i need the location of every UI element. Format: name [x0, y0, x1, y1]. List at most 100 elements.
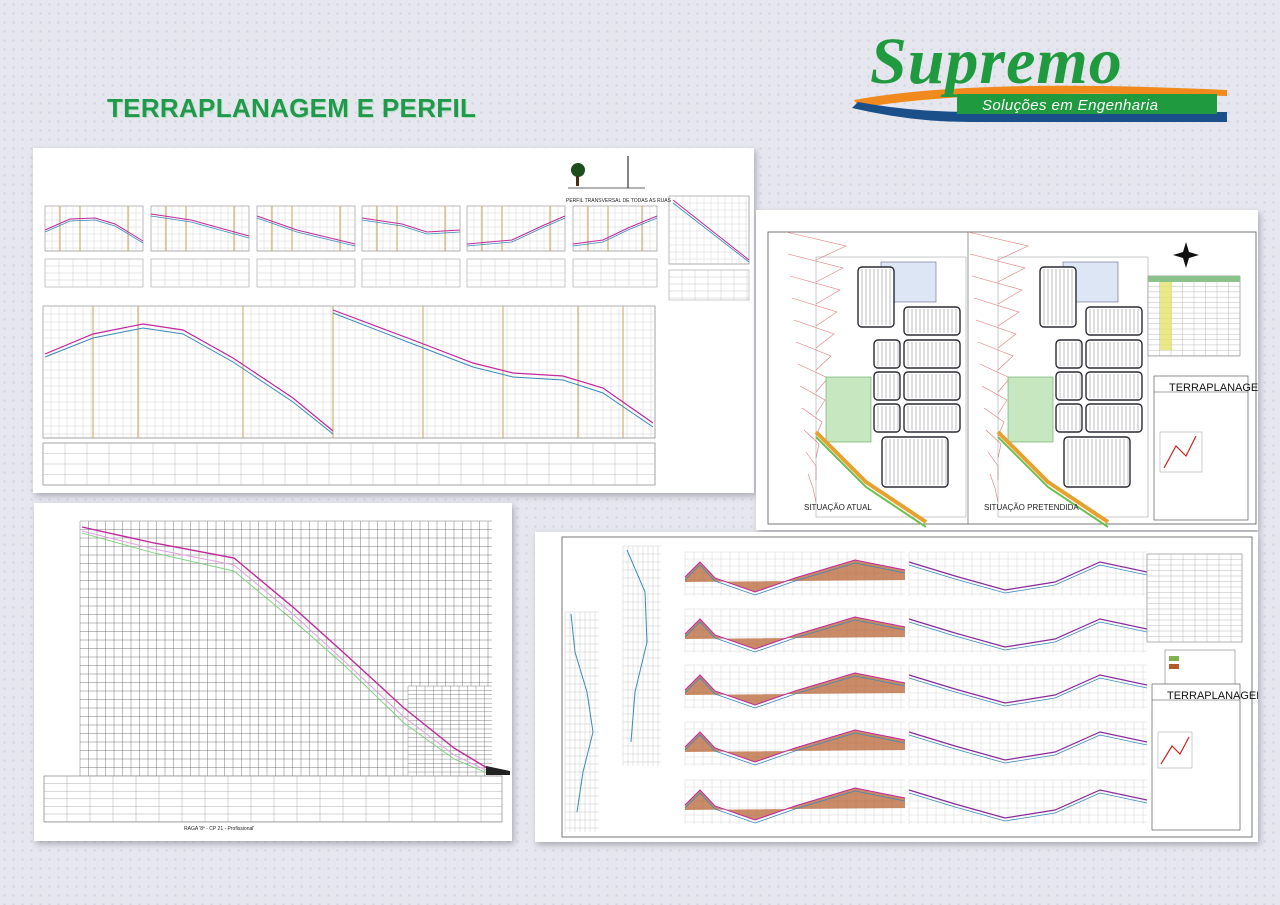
plan-frame: [997, 256, 1149, 518]
contour-line: [785, 231, 847, 261]
profile-line: [256, 215, 356, 245]
profile-line: [908, 731, 1148, 761]
situation-current-label: SITUAÇÃO ATUAL: [804, 503, 872, 512]
logo-swoosh: [852, 85, 1227, 122]
contour-line: [973, 297, 1020, 327]
profile-line: [684, 559, 906, 593]
lot-block: [857, 266, 895, 328]
profile-line: [361, 217, 461, 233]
contour-line: [805, 451, 817, 480]
lot-block: [1063, 436, 1131, 488]
title-block: [1153, 375, 1249, 521]
lot-block: [873, 371, 901, 401]
title-block: [1151, 683, 1241, 831]
profile-line: [684, 787, 906, 821]
vertical-profile-line: [570, 613, 594, 813]
profile-line: [256, 217, 356, 247]
cut-area: [685, 617, 905, 649]
profile-line: [672, 199, 750, 261]
lot-block: [1055, 339, 1083, 369]
wall-fill: [486, 766, 510, 775]
profile-line: [908, 674, 1148, 704]
grid: [361, 258, 461, 288]
profile-line: [684, 562, 906, 596]
main-road: [996, 430, 1110, 524]
grid: [1146, 553, 1242, 643]
location-map: [1157, 731, 1193, 769]
profile-line: [908, 677, 1148, 707]
contour-line: [975, 319, 1017, 349]
tree-trunk: [576, 176, 579, 186]
profile-line: [572, 217, 658, 247]
logo-wordmark: Supremo: [870, 25, 1123, 98]
table-column-fill: [1160, 282, 1172, 350]
table-header-fill: [1148, 276, 1240, 282]
contour-line: [801, 407, 823, 437]
grid: [466, 258, 566, 288]
north-arrow-icon: [1173, 242, 1199, 268]
grid: [44, 258, 144, 288]
green-area: [825, 376, 872, 443]
profile-line: [572, 215, 658, 245]
lot-block: [881, 436, 949, 488]
profile-line: [684, 675, 906, 709]
grid: [43, 775, 502, 822]
profile-line: [466, 215, 566, 245]
cut-area: [685, 788, 905, 820]
sections-titleblock: TERRAPLANAGEM: [1167, 690, 1258, 702]
main-road: [814, 430, 928, 524]
contour-line: [981, 385, 1008, 415]
lot-block: [1055, 371, 1083, 401]
ramp-data-table: [668, 269, 750, 301]
tree-icon: [571, 163, 585, 177]
grid: [79, 520, 492, 777]
location-map: [1159, 431, 1203, 473]
profile-line: [361, 219, 461, 235]
contour-line: [789, 275, 841, 305]
contour-line: [989, 473, 999, 503]
profile-line: [908, 621, 1148, 651]
profile-line: [44, 217, 144, 242]
longitudinal-sheet-caption: RAGA '8º - CP 21 - Profissional': [184, 826, 255, 832]
contour-line: [807, 473, 817, 503]
contour-line: [985, 429, 1002, 459]
profile-line: [908, 618, 1148, 648]
vertical-profile-line: [626, 549, 648, 743]
profile-sheet-caption: PERFIL TRANSVERSAL DE TODAS AS RUAS: [566, 198, 671, 204]
cut-area: [685, 673, 905, 705]
profile-line: [908, 564, 1148, 594]
profile-line: [908, 792, 1148, 822]
logo-tagline: Soluções em Engenharia: [982, 97, 1159, 114]
sheet-border: [767, 231, 1257, 525]
profile-line: [684, 619, 906, 653]
contour-line: [977, 341, 1014, 371]
green-area: [1007, 376, 1054, 443]
profile-line: [150, 215, 250, 239]
profile-line: [908, 734, 1148, 764]
profile-line: [684, 672, 906, 706]
contour-line: [797, 363, 829, 393]
profile-line: [684, 729, 906, 763]
road-verge: [815, 436, 927, 528]
profile-line: [44, 219, 144, 244]
site-plan-sheet: SITUAÇÃO ATUAL SITUAÇÃO PRETENDIDA TERRA…: [756, 210, 1258, 530]
contour-line: [799, 385, 826, 415]
contour-line: [979, 363, 1011, 393]
plan-frame: [815, 256, 967, 518]
longitudinal-terrain-line: [81, 530, 493, 774]
profile-line: [684, 732, 906, 766]
contour-line: [787, 253, 844, 283]
contour-line: [983, 407, 1005, 437]
blank-area: [408, 686, 492, 776]
contour-line: [987, 451, 999, 480]
cut-area: [685, 560, 905, 592]
contour-line: [967, 231, 1029, 261]
grid: [564, 611, 599, 832]
profile-drawing-sheet: PERFIL TRANSVERSAL DE TODAS AS RUAS: [33, 148, 754, 493]
longitudinal-drawing-sheet: RAGA '8º - CP 21 - Profissional': [34, 503, 512, 841]
profile-line: [150, 213, 250, 237]
grid: [256, 258, 356, 288]
profile-line: [908, 789, 1148, 819]
lot-block: [873, 339, 901, 369]
profile-road-line: [44, 323, 334, 432]
